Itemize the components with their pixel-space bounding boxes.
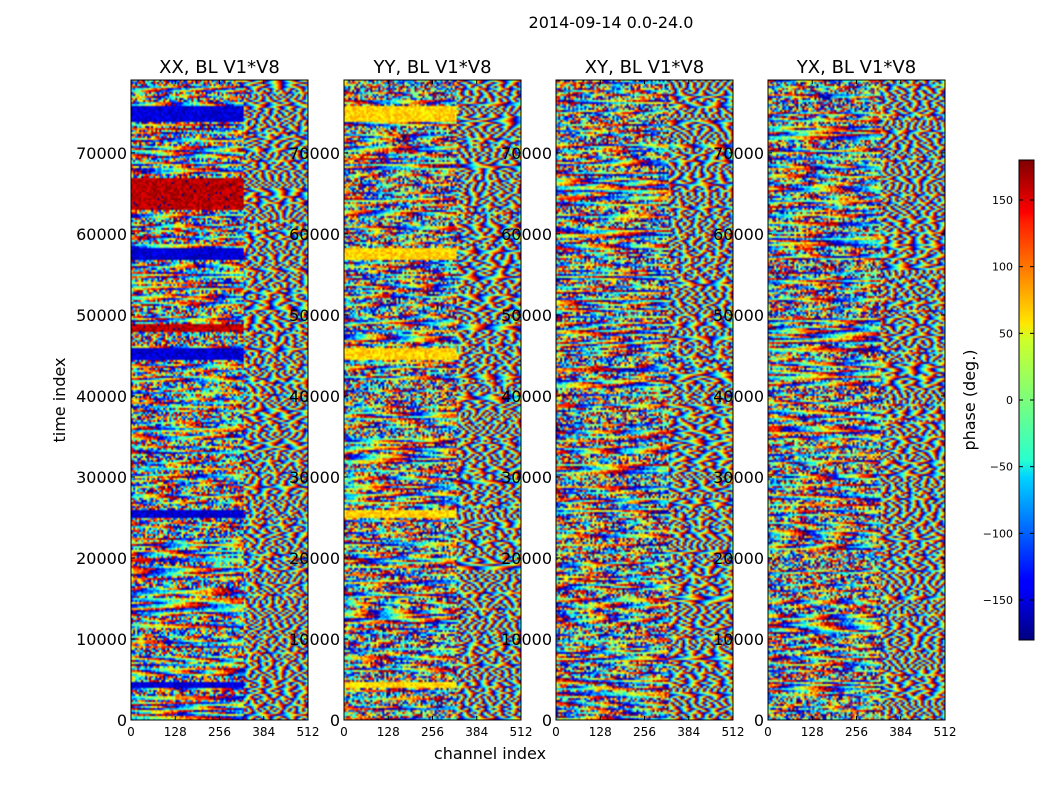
panel-2-heatmap — [344, 80, 521, 720]
x-tick-label: 512 — [510, 725, 533, 739]
colorbar-tick-label: 150 — [992, 194, 1013, 207]
y-tick-label: 30000 — [501, 468, 552, 487]
panel-4: YX, BL V1*V8 0 128 256 384 512 0 10000 20000 3000… — [713, 57, 956, 739]
colorbar-tick-label: −50 — [990, 461, 1013, 474]
y-tick-label: 60000 — [713, 225, 764, 244]
y-tick-label: 20000 — [289, 549, 340, 568]
y-tick-label: 30000 — [76, 468, 127, 487]
x-tick-label: 384 — [889, 725, 912, 739]
y-tick-label: 10000 — [76, 630, 127, 649]
x-tick-label: 128 — [589, 725, 612, 739]
y-tick-label: 0 — [330, 711, 340, 730]
panel-2: YY, BL V1*V8 0 128 256 384 512 0 10000 20000 3000… — [289, 57, 532, 739]
y-tick-label: 70000 — [501, 144, 552, 163]
y-tick-label: 70000 — [713, 144, 764, 163]
x-axis-label: channel index — [434, 744, 546, 763]
y-tick-label: 40000 — [76, 387, 127, 406]
x-tick-label: 0 — [552, 725, 560, 739]
y-tick-label: 70000 — [76, 144, 127, 163]
y-tick-label: 20000 — [76, 549, 127, 568]
y-tick-label: 70000 — [289, 144, 340, 163]
y-tick-label: 60000 — [289, 225, 340, 244]
y-tick-label: 20000 — [501, 549, 552, 568]
panel-1: XX, BL V1*V8 0 128 256 384 512 0 10000 20000 3000… — [76, 57, 319, 739]
y-tick-label: 10000 — [713, 630, 764, 649]
x-tick-label: 512 — [297, 725, 320, 739]
y-tick-label: 40000 — [501, 387, 552, 406]
y-tick-label: 40000 — [289, 387, 340, 406]
colorbar-ticks: 150 100 50 0 −50 −100 −150 — [983, 194, 1034, 607]
y-axis-label: time index — [50, 357, 69, 442]
panel-1-title: XX, BL V1*V8 — [159, 57, 280, 78]
y-tick-label: 50000 — [76, 306, 127, 325]
x-tick-label: 128 — [801, 725, 824, 739]
x-tick-label: 256 — [845, 725, 868, 739]
colorbar-tick-label: 100 — [992, 261, 1013, 274]
colorbar-tick-label: −100 — [983, 527, 1013, 540]
colorbar-tick-label: 50 — [999, 327, 1013, 340]
y-tick-label: 60000 — [76, 225, 127, 244]
y-tick-label: 10000 — [501, 630, 552, 649]
x-tick-label: 128 — [164, 725, 187, 739]
y-tick-label: 0 — [754, 711, 764, 730]
y-tick-label: 40000 — [713, 387, 764, 406]
x-tick-label: 256 — [421, 725, 444, 739]
y-tick-label: 60000 — [501, 225, 552, 244]
x-tick-label: 128 — [377, 725, 400, 739]
y-tick-label: 30000 — [289, 468, 340, 487]
x-tick-label: 256 — [633, 725, 656, 739]
colorbar: 150 100 50 0 −50 −100 −150 phase (deg.) — [960, 159, 1035, 641]
figure-suptitle: 2014-09-14 0.0-24.0 — [529, 13, 694, 32]
colorbar-tick-label: −150 — [983, 594, 1013, 607]
x-tick-label: 384 — [465, 725, 488, 739]
y-tick-label: 30000 — [713, 468, 764, 487]
x-tick-label: 512 — [934, 725, 957, 739]
panel-3-title: XY, BL V1*V8 — [585, 57, 704, 78]
colorbar-label: phase (deg.) — [960, 349, 979, 450]
panel-3-heatmap — [556, 80, 733, 720]
x-tick-label: 384 — [677, 725, 700, 739]
x-tick-label: 256 — [208, 725, 231, 739]
panel-3: XY, BL V1*V8 0 128 256 384 512 0 10000 20000 3000… — [501, 57, 744, 739]
y-tick-label: 10000 — [289, 630, 340, 649]
x-tick-label: 512 — [722, 725, 745, 739]
panel-4-title: YX, BL V1*V8 — [796, 57, 916, 78]
panel-4-heatmap — [768, 80, 945, 720]
x-tick-label: 0 — [340, 725, 348, 739]
y-tick-label: 0 — [542, 711, 552, 730]
y-tick-label: 50000 — [713, 306, 764, 325]
colorbar-tick-label: 0 — [1006, 394, 1013, 407]
x-tick-label: 0 — [764, 725, 772, 739]
y-tick-label: 20000 — [713, 549, 764, 568]
y-tick-label: 0 — [117, 711, 127, 730]
y-tick-label: 50000 — [501, 306, 552, 325]
panel-2-title: YY, BL V1*V8 — [372, 57, 491, 78]
x-tick-label: 0 — [127, 725, 135, 739]
panels-group: XX, BL V1*V8 0 128 256 384 512 0 10000 20000 3000… — [76, 57, 956, 739]
y-tick-label: 50000 — [289, 306, 340, 325]
panel-1-heatmap — [131, 80, 308, 720]
x-tick-label: 384 — [252, 725, 275, 739]
